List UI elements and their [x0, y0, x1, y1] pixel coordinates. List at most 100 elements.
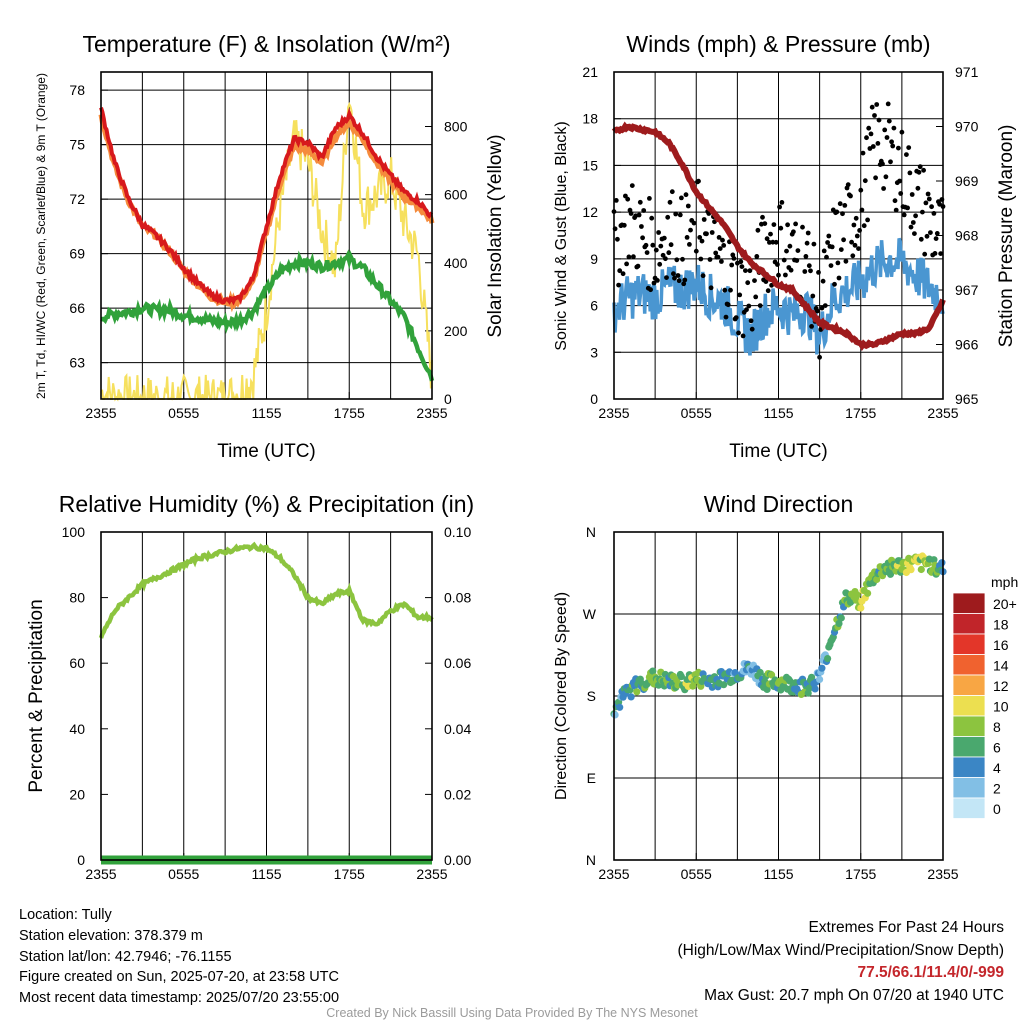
- x-tick-label: 1155: [251, 866, 281, 882]
- gust-point: [841, 237, 846, 243]
- gust-point: [671, 271, 676, 277]
- gust-point: [620, 271, 626, 277]
- gust-point: [824, 254, 829, 260]
- gust-point: [624, 261, 629, 267]
- gust-point: [684, 235, 690, 240]
- direction-point: [864, 589, 872, 597]
- gust-point: [834, 209, 840, 215]
- gust-point: [803, 254, 809, 259]
- y2-tick-label: 0.06: [444, 655, 471, 671]
- x-tick-label: 1155: [251, 405, 281, 421]
- x-axis-label: Time (UTC): [217, 441, 316, 462]
- gust-point: [696, 178, 701, 184]
- gust-point: [805, 230, 811, 236]
- gust-point: [791, 229, 796, 235]
- gust-point: [897, 178, 902, 184]
- gust-point: [793, 221, 798, 227]
- gust-point: [909, 192, 915, 197]
- legend-swatch: [952, 797, 986, 819]
- gust-point: [864, 135, 869, 141]
- gust-point: [925, 191, 931, 197]
- gust-point: [888, 159, 893, 165]
- gust-point: [731, 256, 737, 261]
- gust-point: [901, 212, 907, 218]
- gust-point: [908, 224, 914, 230]
- gust-point: [934, 231, 940, 236]
- gust-point: [858, 187, 864, 193]
- extremes-values: 77.5/66.1/11.4/0/-999: [857, 964, 1004, 981]
- y-tick-label: 15: [582, 157, 598, 173]
- extremes-title: Extremes For Past 24 Hours: [808, 919, 1004, 936]
- direction-point: [938, 559, 946, 567]
- gust-point: [853, 215, 859, 221]
- direction-point: [731, 669, 739, 677]
- direction-point: [811, 685, 819, 693]
- gust-point: [655, 278, 660, 283]
- created-text: Figure created on Sun, 2025-07-20, at 23…: [19, 969, 339, 986]
- legend-label: 14: [993, 658, 1009, 674]
- gust-point: [762, 221, 768, 227]
- gust-point: [658, 243, 664, 249]
- gust-point: [725, 302, 731, 308]
- y-tick-label: 40: [69, 721, 85, 737]
- recent-text: Most recent data timestamp: 2025/07/20 2…: [19, 990, 340, 1007]
- gust-point: [932, 251, 938, 256]
- gust-point: [691, 220, 697, 226]
- legend-label: 0: [993, 801, 1001, 817]
- direction-point: [649, 667, 657, 675]
- gust-point: [794, 258, 800, 263]
- gust-point: [931, 211, 937, 216]
- x-tick-label: 1755: [334, 405, 365, 421]
- gust-point: [784, 248, 789, 254]
- y-tick-label: 69: [69, 246, 85, 262]
- pressure-line: [611, 121, 946, 352]
- gust-point: [682, 277, 688, 283]
- gust-point: [800, 224, 805, 230]
- panel-4: 2355 0555 1155 1755 2355 Wind Direction N E S W N D…: [553, 491, 1018, 882]
- gust-point: [898, 191, 904, 196]
- gust-point: [880, 161, 885, 167]
- gust-point: [664, 275, 669, 280]
- gust-point: [708, 285, 714, 291]
- gust-point: [872, 113, 877, 118]
- legend-label: 10: [993, 699, 1009, 715]
- gust-point: [666, 250, 672, 256]
- x-tick-label: 2355: [85, 405, 116, 421]
- y-tick-label: 20: [69, 786, 85, 802]
- y2-tick-label: 0.08: [444, 590, 471, 606]
- panel-3: 2355 0555 1155 1755 2355 Relative Humidity (%…: [26, 491, 474, 882]
- x-tick-label: 2355: [598, 866, 629, 882]
- legend-swatch: [952, 674, 986, 696]
- legend-label: 6: [993, 740, 1001, 756]
- gust-point: [916, 169, 922, 175]
- gust-point: [719, 259, 724, 264]
- credit-footer: Created By Nick Bassill Using Data Provi…: [326, 1006, 698, 1020]
- gust-point: [884, 135, 890, 140]
- direction-point: [763, 685, 771, 694]
- gust-point: [736, 330, 741, 336]
- gust-point: [765, 288, 771, 294]
- direction-point: [853, 591, 861, 599]
- x-tick-label: 1155: [763, 866, 793, 882]
- gust-point: [677, 212, 683, 218]
- gust-point: [717, 246, 723, 252]
- y-axis-label: Sonic Wind & Gust (Blue, Black): [553, 121, 570, 350]
- gust-point: [749, 326, 755, 332]
- gust-point: [680, 256, 685, 262]
- gust-point: [778, 225, 784, 231]
- chart-title: Winds (mph) & Pressure (mb): [626, 31, 930, 57]
- gust-point: [626, 254, 632, 260]
- legend-swatch: [952, 736, 986, 758]
- x-tick-label: 2355: [927, 866, 958, 882]
- y2-tick-label: 0.00: [444, 852, 471, 868]
- gust-point: [892, 198, 898, 204]
- gust-point: [882, 127, 888, 133]
- gust-point: [693, 248, 699, 254]
- location-text: Location: Tully: [19, 907, 112, 923]
- gust-point: [870, 144, 876, 149]
- gust-point: [866, 125, 872, 131]
- gust-point: [688, 227, 693, 233]
- gust-point: [781, 257, 787, 263]
- gust-point: [716, 235, 722, 240]
- gust-point: [825, 240, 830, 245]
